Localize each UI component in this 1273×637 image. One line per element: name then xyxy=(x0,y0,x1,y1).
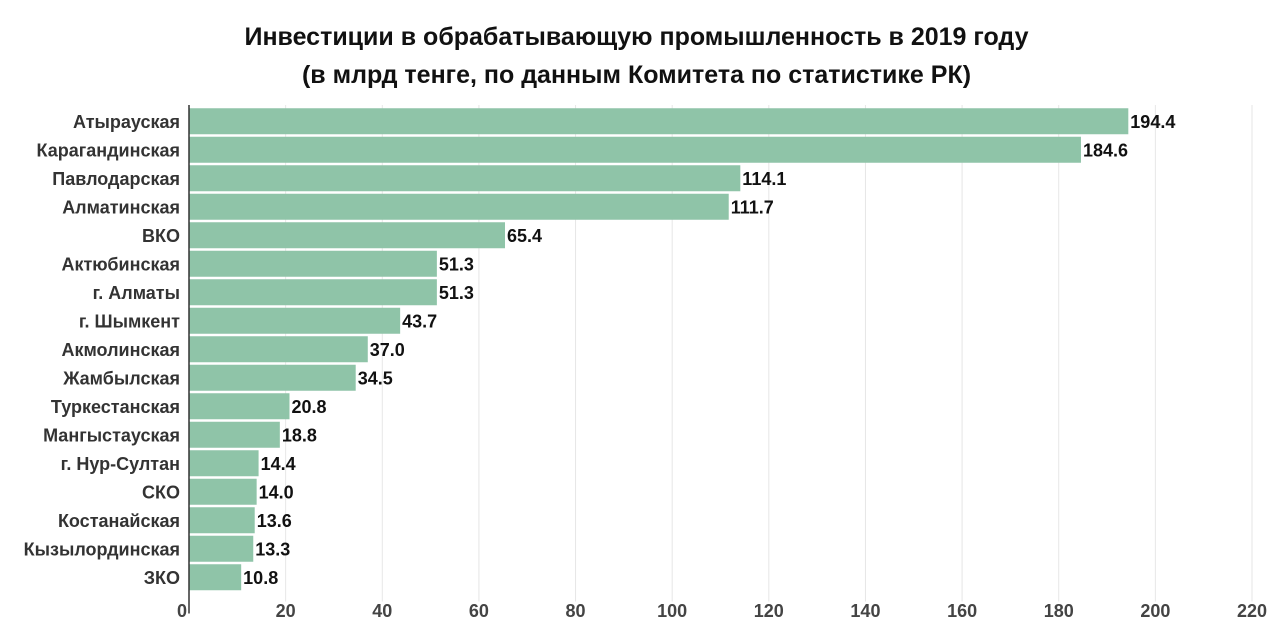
category-label: Алматинская xyxy=(62,197,180,217)
bar xyxy=(189,336,368,363)
bar xyxy=(189,250,437,277)
category-label: Акмолинская xyxy=(61,340,180,360)
bar xyxy=(189,193,729,220)
bar xyxy=(189,136,1081,163)
x-tick-label: 100 xyxy=(657,601,687,621)
bar xyxy=(189,165,741,192)
category-label: Костанайская xyxy=(58,511,180,531)
x-tick-label: 180 xyxy=(1044,601,1074,621)
category-label: ВКО xyxy=(142,226,180,246)
category-label: ЗКО xyxy=(144,568,180,588)
category-label: Актюбинская xyxy=(61,254,180,274)
category-label: Кызылординская xyxy=(24,539,180,559)
bar xyxy=(189,535,254,562)
chart-subtitle: (в млрд тенге, по данным Комитета по ста… xyxy=(301,61,972,89)
bar xyxy=(189,564,242,591)
x-tick-label: 140 xyxy=(850,601,880,621)
bar-value-label: 14.4 xyxy=(261,454,296,474)
bar-value-label: 194.4 xyxy=(1130,112,1175,132)
bar-value-label: 51.3 xyxy=(439,254,474,274)
bar-value-label: 51.3 xyxy=(439,283,474,303)
bar xyxy=(189,307,401,334)
chart-title: Инвестиции в обрабатывающую промышленнос… xyxy=(244,23,1029,51)
bar-value-label: 43.7 xyxy=(402,311,437,331)
x-tick-label: 120 xyxy=(754,601,784,621)
category-label: Жамбылская xyxy=(62,368,180,388)
value-labels: 194.4184.6114.1111.765.451.351.343.737.0… xyxy=(243,112,1175,588)
x-tick-label: 0 xyxy=(177,601,187,621)
bar xyxy=(189,364,356,391)
bar xyxy=(189,450,259,477)
x-tick-label: 200 xyxy=(1140,601,1170,621)
bar xyxy=(189,393,290,420)
x-tick-label: 20 xyxy=(276,601,296,621)
bar xyxy=(189,222,506,249)
bar-value-label: 20.8 xyxy=(292,397,327,417)
bar-value-label: 13.6 xyxy=(257,511,292,531)
x-tick-label: 60 xyxy=(469,601,489,621)
category-label: г. Нур-Султан xyxy=(61,454,180,474)
x-tick-label: 220 xyxy=(1237,601,1267,621)
bar xyxy=(189,478,257,505)
category-label: Карагандинская xyxy=(37,140,181,160)
category-label: Павлодарская xyxy=(52,169,180,189)
bar-value-label: 18.8 xyxy=(282,425,317,445)
bar-value-label: 13.3 xyxy=(255,539,290,559)
category-label: Мангыстауская xyxy=(43,425,180,445)
bar-value-label: 14.0 xyxy=(259,482,294,502)
bar-value-label: 111.7 xyxy=(731,197,774,217)
bars xyxy=(189,108,1129,591)
x-tick-label: 40 xyxy=(372,601,392,621)
chart-title-block: Инвестиции в обрабатывающую промышленнос… xyxy=(0,18,1273,94)
category-labels: Атырауская Карагандинская Павлодарская Алма… xyxy=(24,112,181,588)
x-tick-label: 80 xyxy=(566,601,586,621)
bar-value-label: 184.6 xyxy=(1083,140,1128,160)
bar xyxy=(189,279,437,306)
bar xyxy=(189,108,1129,135)
category-label: Атырауская xyxy=(73,112,180,132)
bar xyxy=(189,421,280,448)
bar xyxy=(189,507,255,534)
category-label: г. Шымкент xyxy=(79,311,180,331)
bar-value-label: 10.8 xyxy=(243,568,278,588)
x-tick-label: 160 xyxy=(947,601,977,621)
bar-value-label: 65.4 xyxy=(507,226,542,246)
category-label: г. Алматы xyxy=(93,283,180,303)
bar-value-label: 34.5 xyxy=(358,368,393,388)
category-label: Туркестанская xyxy=(51,397,180,417)
category-label: СКО xyxy=(142,482,180,502)
bar-value-label: 37.0 xyxy=(370,340,405,360)
bar-value-label: 114.1 xyxy=(742,169,786,189)
x-tick-labels: 0 20 40 60 80 100 120 140 160 180 200 220 xyxy=(177,601,1267,621)
